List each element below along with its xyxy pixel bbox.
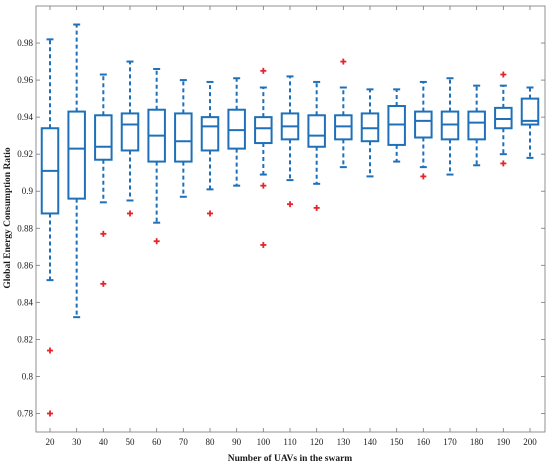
box-110 [280,75,300,208]
iqr-box [200,116,220,152]
y-tick-label: 0.8 [22,371,34,381]
x-tick-label: 30 [72,437,82,447]
plot-frame [35,5,546,433]
box-140 [360,88,380,178]
x-tick-label: 160 [417,437,431,447]
x-axis-label: Number of UAVs in the swarm [228,454,353,464]
x-tick-label: 110 [283,437,297,447]
box-150 [387,88,406,163]
box-70 [174,79,193,198]
box-130 [334,58,353,169]
y-axis-label: Global Energy Consumption Ratio [3,147,13,288]
outlier-marker [420,173,427,180]
y-tick-label: 0.82 [17,334,33,344]
outlier-marker [47,347,53,354]
outlier-marker [260,67,267,74]
x-tick-label: 80 [206,437,216,447]
outlier-marker [340,58,347,65]
outlier-marker [260,241,267,248]
iqr-box [467,110,486,141]
box-170 [440,77,460,176]
box-100 [254,67,273,248]
box-30 [67,23,86,319]
y-tick-label: 0.96 [17,75,33,85]
iqr-box [254,116,273,145]
x-tick-label: 170 [443,437,457,447]
outlier-marker [47,410,53,417]
outlier-marker [153,238,160,245]
x-tick-label: 40 [99,437,109,447]
y-tick-label: 0.84 [17,297,33,307]
box-190 [494,71,513,167]
box-90 [227,77,246,187]
x-tick-label: 50 [126,437,136,447]
box-180 [467,84,486,167]
box-40 [94,73,113,287]
iqr-box [307,114,326,148]
y-tick-label: 0.94 [17,112,33,122]
iqr-box [67,110,86,200]
outlier-marker [127,210,133,217]
x-tick-label: 190 [497,437,511,447]
x-tick-label: 180 [470,437,484,447]
x-tick-label: 150 [390,437,404,447]
box-50 [120,60,140,217]
x-tick-label: 70 [179,437,189,447]
y-tick-label: 0.9 [22,186,34,196]
x-tick-label: 100 [257,437,271,447]
x-axis: 20 30 40 50 60 70 80 90 100 110 120 130 140 150 160 170… [46,6,537,447]
iqr-box [174,112,193,163]
box-160 [414,80,433,180]
x-tick-label: 130 [337,437,351,447]
outlier-marker [207,210,213,217]
y-tick-label: 0.86 [17,260,33,270]
y-tick-label: 0.98 [17,38,33,48]
outlier-marker [500,71,507,78]
outlier-marker [260,182,267,189]
x-tick-label: 90 [232,437,242,447]
plot-border [35,5,546,433]
box-120 [307,80,326,211]
boxes-layer [40,23,540,417]
outlier-marker [287,201,293,208]
iqr-box [120,112,140,152]
box-20 [40,38,60,417]
iqr-box [414,110,433,139]
iqr-box [94,114,113,161]
outlier-marker [313,204,320,211]
y-tick-label: 0.92 [17,149,33,159]
x-tick-label: 140 [363,437,377,447]
y-tick-label: 0.88 [17,223,33,233]
box-200 [520,86,540,159]
iqr-box [520,97,540,126]
y-tick-label: 0.78 [17,408,33,418]
outlier-marker [100,230,107,237]
box-60 [147,67,166,245]
outlier-marker [500,160,507,167]
y-axis: 0.78 0.8 0.82 0.84 0.86 0.88 0.9 0.92 0.94 0.96 0.… [17,38,545,418]
outlier-marker [100,280,107,287]
x-tick-label: 60 [152,437,162,447]
x-tick-label: 120 [310,437,324,447]
x-tick-label: 200 [523,437,537,447]
x-tick-label: 20 [46,437,56,447]
box-80 [200,80,220,217]
